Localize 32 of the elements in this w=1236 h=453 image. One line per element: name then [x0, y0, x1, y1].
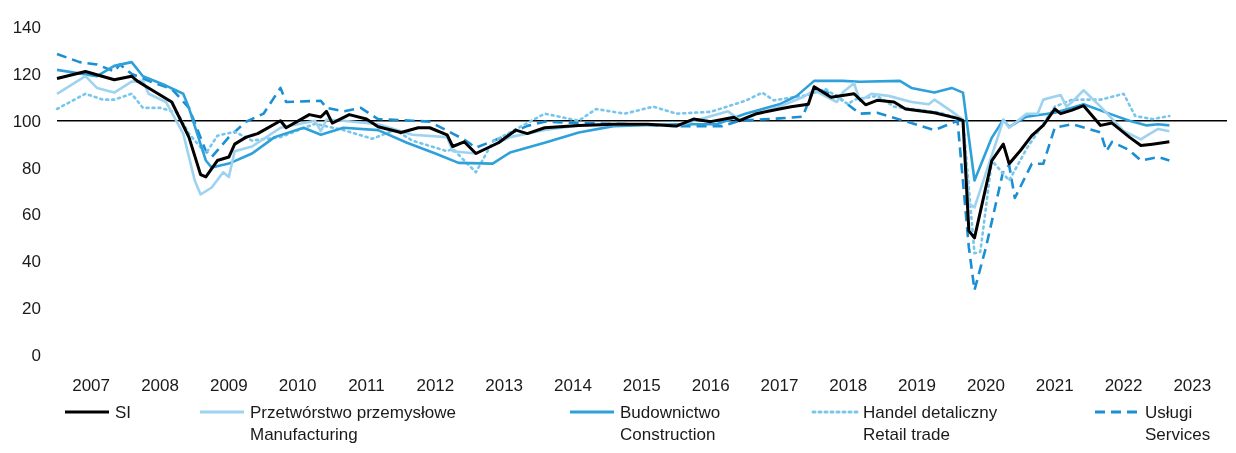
y-tick-label: 60 — [22, 205, 41, 225]
x-tick-label: 2010 — [278, 376, 317, 395]
x-tick-label: 2018 — [829, 376, 868, 395]
legend-label: Przetwórstwo przemysłowe Manufacturing — [250, 403, 456, 444]
y-tick-label: 80 — [22, 158, 41, 178]
x-tick-label: 2009 — [209, 376, 248, 395]
legend-label: Handel detaliczny Retail trade — [863, 403, 998, 444]
x-tick-label: 2022 — [1104, 376, 1143, 395]
x-tick-label: 2007 — [72, 376, 111, 395]
x-tick-label: 2019 — [898, 376, 936, 395]
x-tick-label: 2008 — [141, 376, 179, 395]
y-tick-label: 120 — [12, 64, 41, 84]
legend-label: SI — [115, 403, 132, 422]
x-tick-label: 2017 — [760, 376, 799, 395]
y-tick-label: 100 — [12, 111, 41, 131]
y-tick-label: 0 — [31, 346, 41, 365]
x-tick-label: 2011 — [348, 376, 385, 395]
x-tick-label: 2021 — [1035, 376, 1074, 395]
legend-label: Usługi Services — [1145, 403, 1211, 444]
line-series — [55, 87, 1171, 255]
x-tick-label: 2013 — [485, 376, 524, 395]
x-tick-label: 2012 — [416, 376, 455, 395]
x-tick-label: 2015 — [622, 376, 661, 395]
x-tick-label: 2016 — [691, 376, 730, 395]
y-tick-label: 140 — [12, 18, 41, 37]
x-tick-label: 2014 — [554, 376, 592, 395]
y-tick-label: 40 — [22, 252, 41, 272]
legend-label: Budownictwo Construction — [620, 403, 721, 444]
x-tick-label: 2023 — [1173, 376, 1212, 395]
line-series — [55, 52, 1171, 292]
y-tick-label: 20 — [22, 299, 41, 319]
x-tick-label: 2020 — [967, 376, 1005, 395]
